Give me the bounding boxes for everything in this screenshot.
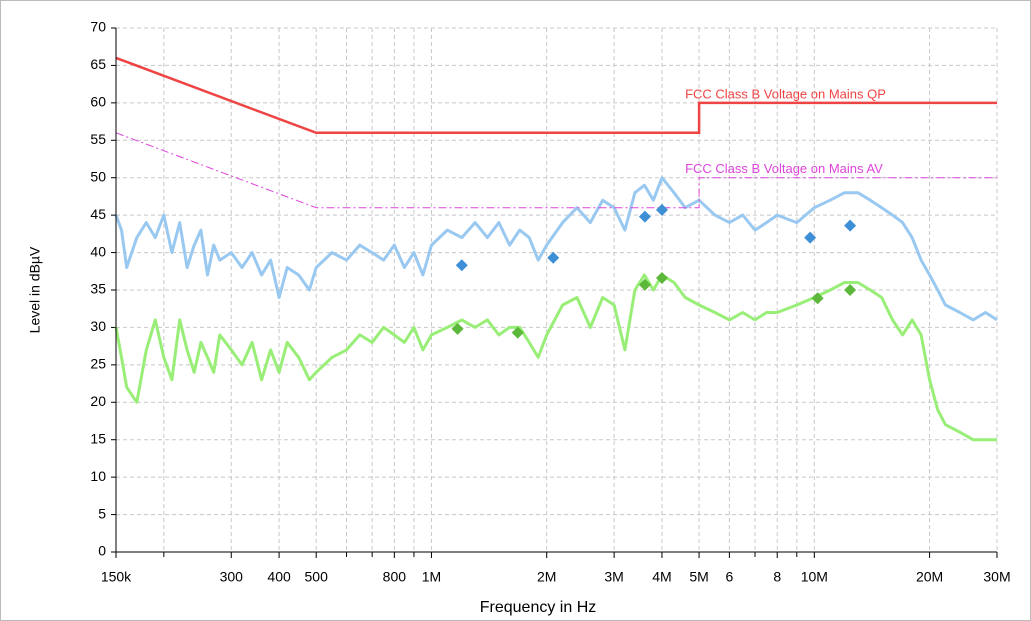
y-tick-label: 55 — [90, 131, 106, 147]
marker — [844, 284, 857, 296]
x-tick-label: 2M — [537, 569, 556, 585]
x-tick-label: 800 — [383, 569, 407, 585]
x-tick-label: 1M — [422, 569, 441, 585]
y-tick-label: 0 — [98, 543, 106, 559]
limit-label: FCC Class B Voltage on Mains AV — [685, 161, 883, 176]
y-axis-label: Level in dBµV — [27, 246, 43, 333]
marker — [547, 251, 560, 264]
y-tick-label: 50 — [90, 168, 106, 184]
x-tick-label: 500 — [305, 569, 329, 585]
y-tick-label: 45 — [90, 206, 106, 222]
x-tick-label: 30M — [983, 569, 1010, 585]
x-tick-label: 4M — [652, 569, 671, 585]
marker — [638, 278, 651, 291]
trace — [114, 176, 998, 322]
x-tick-label: 400 — [267, 569, 291, 585]
x-axis-label: Frequency in Hz — [480, 599, 597, 616]
x-tick-label: 300 — [220, 569, 244, 585]
x-tick-label: 10M — [801, 569, 828, 585]
marker — [638, 210, 651, 223]
marker — [511, 326, 524, 339]
y-tick-label: 5 — [98, 505, 106, 521]
x-tick-label: 8 — [773, 569, 781, 585]
y-tick-label: 70 — [90, 19, 106, 35]
x-tick-label: 20M — [916, 569, 943, 585]
marker — [811, 292, 824, 305]
x-tick-label: 5M — [689, 569, 708, 585]
y-tick-label: 30 — [90, 318, 106, 334]
limit-line — [115, 132, 997, 209]
marker — [655, 272, 668, 285]
limit-label: FCC Class B Voltage on Mains QP — [685, 86, 886, 101]
trace — [114, 273, 997, 442]
marker — [804, 231, 817, 244]
marker — [844, 219, 857, 232]
y-tick-label: 10 — [90, 468, 106, 484]
y-tick-label: 60 — [90, 94, 106, 110]
x-tick-label: 6 — [725, 569, 733, 585]
marker — [451, 322, 464, 335]
y-tick-label: 65 — [90, 56, 106, 72]
y-tick-label: 25 — [90, 356, 106, 372]
marker — [655, 203, 668, 216]
y-tick-label: 40 — [90, 243, 106, 259]
limit-line — [115, 56, 997, 135]
y-tick-label: 20 — [90, 393, 106, 409]
x-tick-label: 150k — [101, 569, 132, 585]
y-tick-label: 35 — [90, 281, 106, 297]
x-tick-label: 3M — [604, 569, 623, 585]
y-tick-label: 15 — [90, 430, 106, 446]
marker — [455, 259, 468, 272]
